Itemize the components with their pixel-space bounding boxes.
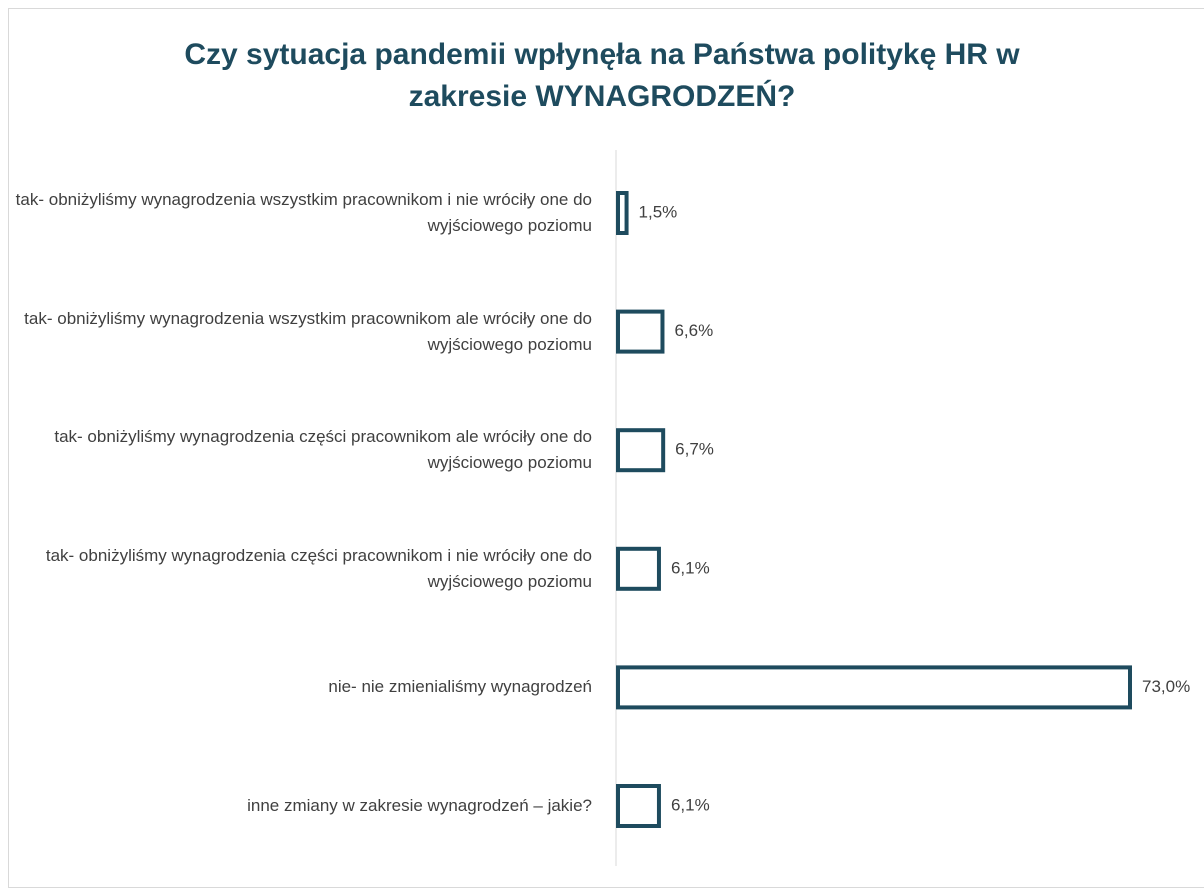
category-label: inne zmiany w zakresie wynagrodzeń – jak… bbox=[247, 796, 592, 815]
value-label: 6,1% bbox=[671, 795, 710, 814]
bar bbox=[616, 309, 665, 354]
value-label: 6,6% bbox=[674, 321, 713, 340]
category-label: tak- obniżyliśmy wynagrodzenia wszystkim… bbox=[24, 308, 592, 354]
bar bbox=[616, 784, 661, 828]
bar bbox=[616, 665, 1132, 710]
category-label: tak- obniżyliśmy wynagrodzenia części pr… bbox=[54, 427, 592, 473]
category-label: nie- nie zmienialiśmy wynagrodzeń bbox=[328, 677, 592, 697]
value-label: 6,1% bbox=[671, 558, 710, 577]
bar bbox=[616, 191, 629, 235]
bar bbox=[616, 428, 666, 473]
category-label: tak- obniżyliśmy wynagrodzenia części pr… bbox=[45, 545, 592, 591]
value-label: 6,7% bbox=[675, 440, 714, 459]
category-label: tak- obniżyliśmy wynagrodzenia wszystkim… bbox=[15, 190, 592, 235]
bar bbox=[616, 546, 661, 591]
chart-title: Czy sytuacja pandemii wpłynęła na Państw… bbox=[184, 38, 1020, 113]
value-label: 1,5% bbox=[639, 202, 678, 221]
value-label: 73,0% bbox=[1142, 677, 1190, 696]
